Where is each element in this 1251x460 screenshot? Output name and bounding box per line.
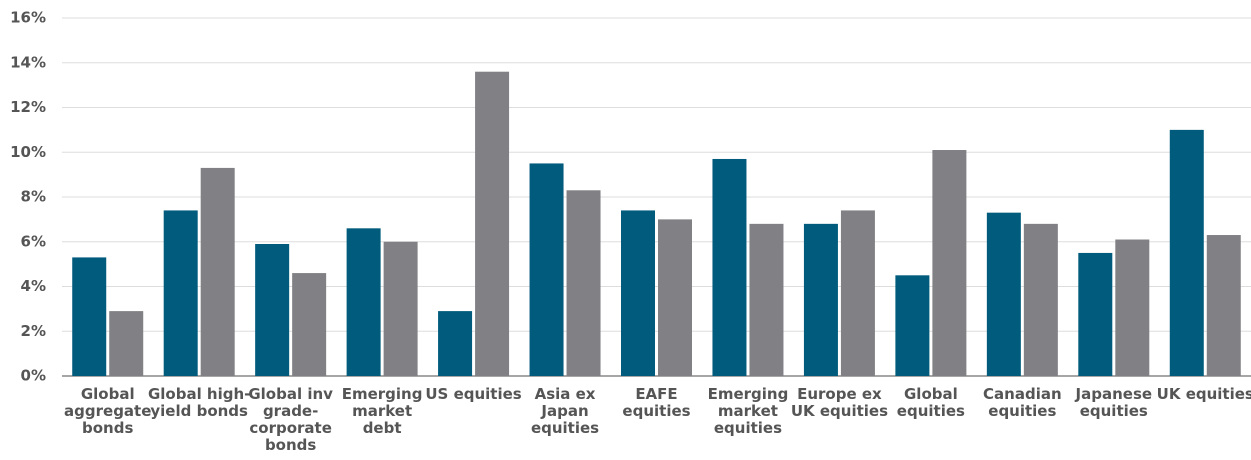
bar [109,311,144,376]
bar [383,241,418,376]
bar [1169,129,1204,376]
bar [658,219,692,376]
x-tick-label: Global aggregate bonds [64,385,152,437]
bar [438,311,473,376]
x-tick-label: Global equities [896,385,965,420]
bar [895,275,930,376]
bar [529,163,564,376]
bar [712,158,747,376]
y-tick-label: 12% [10,98,46,116]
x-tick-label: Canadian equities [983,385,1062,420]
y-tick-label: 4% [21,277,46,295]
bar [475,71,510,376]
bar [621,210,655,376]
bar [1078,252,1113,376]
y-tick-label: 6% [21,232,46,250]
y-tick-label: 10% [10,143,46,161]
x-tick-label: EAFE equities [622,385,691,420]
bar [163,210,198,376]
bar [292,273,327,376]
y-tick-label: 14% [10,53,46,71]
bar [1023,223,1058,376]
y-tick-label: 2% [21,322,46,340]
bar [840,210,875,376]
bar [749,223,784,376]
bar [932,150,967,376]
x-tick-label: Europe ex UK equities [790,385,888,420]
x-tick-label: Emerging market equities [707,385,789,437]
bar [255,243,290,376]
bar [566,190,601,376]
y-tick-label: 8% [21,188,46,206]
bar [986,212,1021,376]
x-tick-label: Emerging market debt [341,385,423,437]
x-tick-label: UK equities [1156,385,1251,403]
bar [72,257,107,376]
x-tick-label: Global high-yield bonds [147,385,251,420]
bar [803,223,838,376]
bar [200,167,235,376]
y-tick-label: 16% [10,9,46,27]
x-tick-label: US equities [425,385,522,403]
y-tick-label: 0% [21,367,46,385]
bar [1115,239,1150,376]
x-tick-label: Japanese equities [1075,385,1153,420]
bar [346,228,381,376]
x-tick-label: Global inv grade-corporate bonds [248,385,333,454]
x-tick-label: Asia ex Japan equities [530,385,600,437]
bar [1206,235,1241,376]
